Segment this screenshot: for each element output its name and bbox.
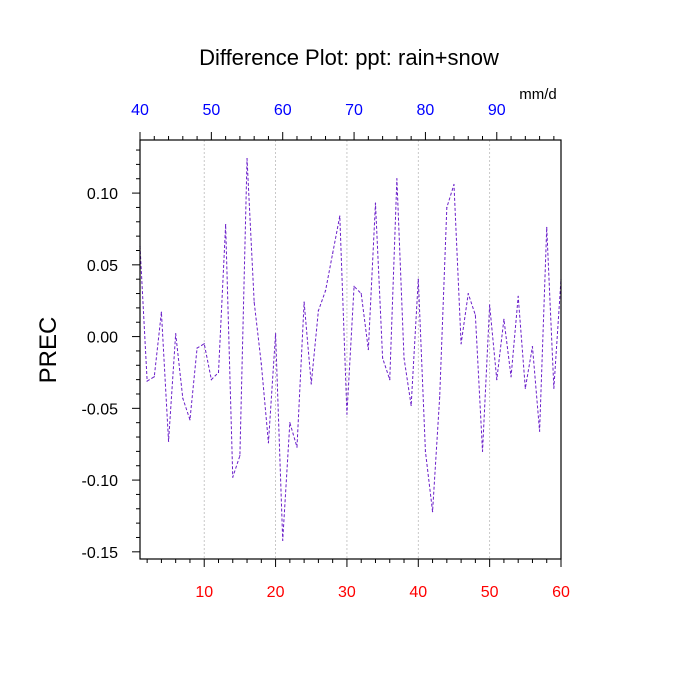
axes [132, 132, 562, 567]
data-point [160, 311, 163, 313]
tick-labels: 10 20 30 40 50 60 40 50 60 70 80 90 0.10 0.05 0.00 -0.0… [82, 102, 570, 601]
data-point [146, 380, 148, 382]
data-point [196, 347, 198, 349]
data-point [503, 318, 505, 320]
data-point [353, 285, 355, 287]
data-point [239, 455, 241, 457]
data-point [267, 442, 270, 444]
y-tick-label: -0.05 [82, 401, 119, 418]
x-tick-label-bottom: 40 [409, 584, 427, 601]
data-point [424, 450, 427, 452]
data-point [182, 397, 184, 399]
x-tick-label-top: 40 [131, 102, 149, 119]
data-point [303, 301, 305, 303]
data-point [489, 304, 491, 306]
y-tick-label: 0.05 [87, 258, 118, 275]
x-tick-label-top: 80 [417, 102, 435, 119]
data-point [253, 301, 255, 303]
data-point [396, 178, 398, 180]
data-point [417, 278, 419, 280]
data-point [203, 343, 205, 345]
data-point [481, 450, 484, 452]
data-point [524, 387, 526, 389]
data-point [367, 348, 369, 351]
data-point [217, 371, 220, 374]
data-point [274, 333, 277, 335]
data-point [410, 404, 412, 407]
data-point [360, 292, 362, 295]
data-point [246, 158, 248, 160]
data-point [317, 310, 319, 312]
series-line [139, 158, 562, 541]
x-tick-label-top: 60 [274, 102, 292, 119]
y-axis-label: PREC [35, 317, 62, 384]
data-point [453, 183, 455, 186]
y-tick-label: -0.10 [82, 473, 119, 490]
x-tick-label-bottom: 20 [267, 584, 285, 601]
x-tick-label-bottom: 60 [552, 584, 570, 601]
data-point [553, 387, 555, 389]
data-point [167, 440, 170, 442]
data-point [538, 430, 541, 432]
data-point [210, 379, 212, 381]
data-point [225, 224, 227, 226]
data-point [232, 476, 234, 478]
data-point [175, 333, 177, 335]
units-label: mm/d [519, 86, 557, 103]
data-point [332, 252, 334, 254]
data-point [374, 202, 377, 204]
data-point [346, 413, 348, 415]
data-point [289, 422, 291, 424]
data-point [531, 346, 534, 348]
data-point [296, 446, 298, 448]
x-tick-label-top: 50 [202, 102, 220, 119]
y-tick-label: 0.10 [87, 186, 118, 203]
data-point [310, 383, 312, 385]
data-point [382, 357, 384, 359]
data-point [474, 314, 476, 316]
y-tick-label: 0.00 [87, 330, 118, 347]
y-tick-label: -0.15 [82, 545, 119, 562]
data-series [139, 158, 562, 541]
data-point [496, 379, 498, 381]
grid-lines [203, 140, 491, 559]
x-tick-label-top: 70 [345, 102, 363, 119]
data-point [282, 539, 284, 541]
data-point [339, 215, 341, 217]
x-tick-label-top: 90 [488, 102, 506, 119]
data-point [260, 363, 262, 365]
plot-frame [139, 139, 562, 560]
data-point [324, 290, 327, 292]
x-tick-label-bottom: 30 [338, 584, 356, 601]
x-tick-label-bottom: 50 [481, 584, 499, 601]
chart-title: Difference Plot: ppt: rain+snow [199, 45, 499, 70]
data-point [460, 343, 462, 345]
data-point [439, 396, 441, 398]
data-point [389, 379, 391, 381]
data-point [546, 226, 548, 229]
data-point [403, 357, 405, 359]
data-point [446, 206, 448, 209]
data-point [153, 376, 155, 378]
x-tick-label-bottom: 10 [195, 584, 213, 601]
data-point [467, 292, 469, 295]
data-point [510, 376, 512, 378]
data-point [517, 295, 519, 298]
data-point [189, 419, 191, 421]
data-point [431, 511, 434, 513]
